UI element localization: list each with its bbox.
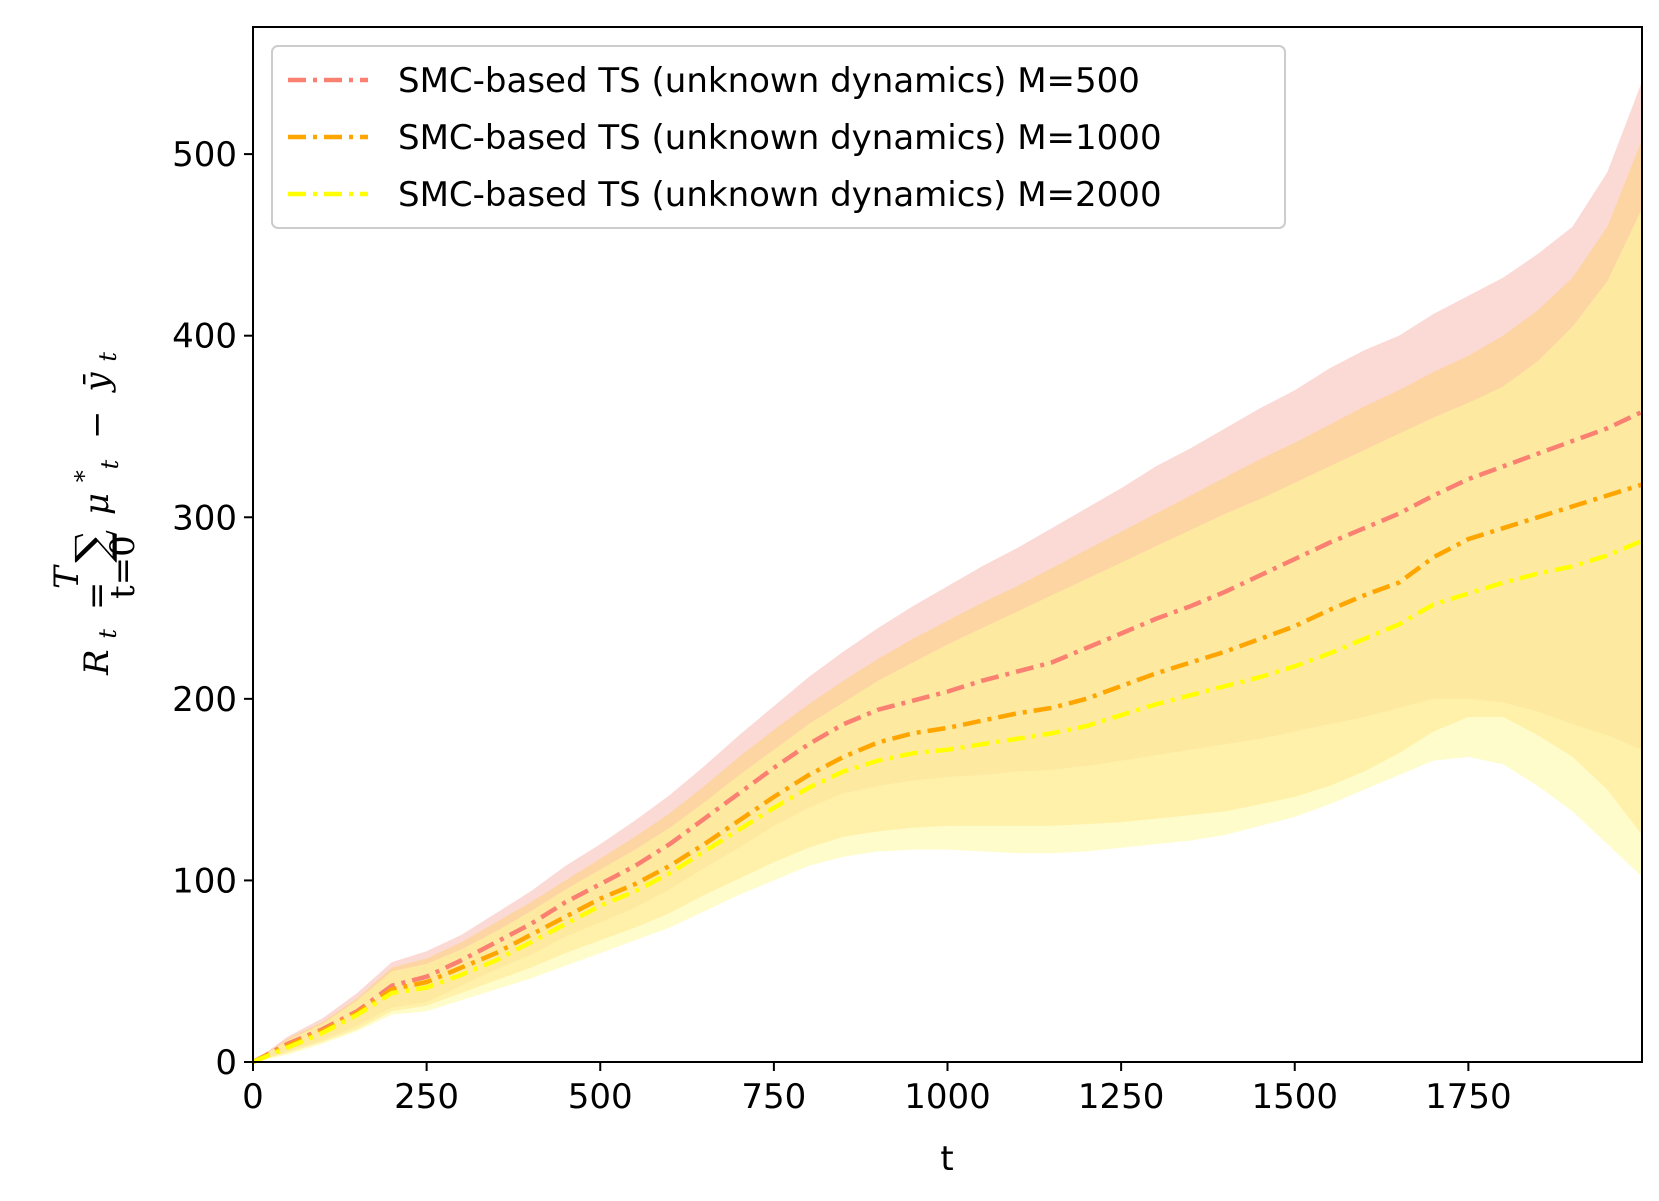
ylabel-y: ȳ: [77, 372, 117, 394]
line-series-2: [252, 482, 1643, 1065]
y-tick-label: 200: [172, 680, 237, 720]
ylabel-y-sub: t: [94, 352, 122, 362]
ylabel-r: R: [77, 649, 117, 676]
line-series-1: [251, 409, 1643, 1064]
y-tick-label: 500: [172, 135, 237, 175]
x-tick-label: 1750: [1425, 1077, 1512, 1117]
x-axis-ticks: 0 250 500 750 1000 1250 1500 1750: [242, 1062, 1512, 1117]
y-tick-label: 100: [172, 861, 237, 901]
line-series-3: [252, 538, 1643, 1065]
ylabel-r-sub: t: [94, 629, 122, 639]
y-tick-label: 300: [172, 498, 237, 538]
ylabel-minus: −: [77, 410, 117, 439]
y-axis-ticks: 0 100 200 300 400 500: [172, 135, 253, 1083]
x-tick-label: 500: [568, 1077, 633, 1117]
x-tick-label: 1500: [1251, 1077, 1338, 1117]
ylabel-sum-lower: t=0: [103, 535, 143, 599]
svg-text:R t = ∑: R t = ∑ μ * t − ȳ t: [61, 352, 127, 676]
ylabel-mu: μ: [77, 493, 117, 515]
y-axis-label: R t = ∑ μ * t − ȳ t T t=0: [47, 352, 143, 676]
ylabel-mu-sup: *: [70, 470, 98, 482]
y-tick-label: 400: [172, 317, 237, 357]
confidence-bands: [253, 81, 1642, 1063]
band-series-3: [253, 208, 1642, 1063]
x-tick-label: 0: [242, 1077, 264, 1117]
legend: SMC-based TS (unknown dynamics) M=500 SMC…: [271, 45, 1286, 229]
x-tick-label: 1250: [1078, 1077, 1165, 1117]
x-tick-label: 1000: [904, 1077, 991, 1117]
x-axis-label: t: [940, 1139, 953, 1179]
ylabel-sum-upper: T: [47, 564, 87, 589]
legend-box: [271, 45, 1286, 229]
ylabel-mu-sub: t: [96, 459, 124, 469]
y-tick-label: 0: [215, 1043, 237, 1083]
mean-lines: [251, 409, 1643, 1065]
ylabel-eq: =: [77, 582, 117, 611]
x-tick-label: 250: [394, 1077, 459, 1117]
legend-label-3: SMC-based TS (unknown dynamics) M=2000: [398, 175, 1162, 215]
x-tick-label: 750: [741, 1077, 806, 1117]
legend-label-1: SMC-based TS (unknown dynamics) M=500: [398, 61, 1140, 101]
legend-label-2: SMC-based TS (unknown dynamics) M=1000: [398, 118, 1162, 158]
ylabel-sum: ∑: [65, 530, 119, 563]
